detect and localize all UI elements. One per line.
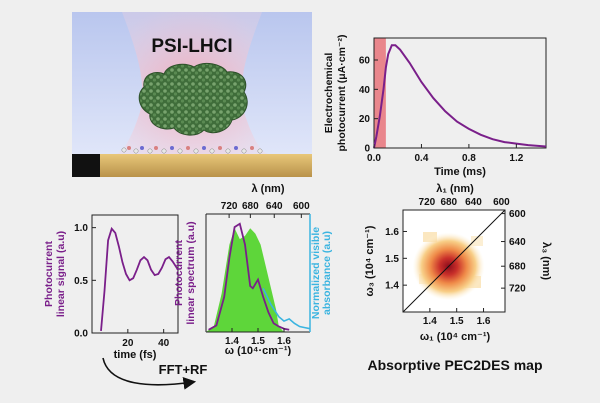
x-axis-label: time (fs) [114, 349, 157, 361]
molecule-linkers [121, 146, 263, 154]
plot-frame [402, 209, 506, 313]
y-axis-label-line1: Photocurrent [43, 241, 55, 307]
right-axis-tick-label: 680 [509, 262, 526, 273]
x-axis-tick-label: 1.2 [509, 153, 523, 164]
x-axis-label: Time (ms) [434, 166, 486, 178]
x-axis-label: ω (10⁴·cm⁻¹) [225, 345, 292, 356]
protein-illustration: PSI-LHCI [72, 12, 312, 177]
top-axis-tick-label: 640 [266, 201, 283, 212]
y-axis-label-line2: linear spectrum (a.u) [185, 221, 197, 324]
x-axis-tick-label: 1.6 [277, 336, 291, 347]
y-axis-tick-label: 60 [359, 56, 371, 67]
x-axis-tick-label: 0.8 [462, 153, 476, 164]
plot-frame [91, 214, 179, 334]
protein-structure [138, 62, 248, 136]
y-axis-tick-label: 0 [364, 144, 370, 155]
heatmap-cell [423, 232, 437, 242]
x-axis-tick-label: 1.6 [477, 316, 491, 327]
photocurrent-spectrum-line [208, 222, 290, 331]
y-axis-label-line1: Photocurrent [173, 240, 185, 306]
transform-arrow-icon [102, 357, 197, 390]
protein-title: PSI-LHCI [151, 36, 232, 57]
top-axis-label: λ (nm) [252, 183, 285, 195]
top-axis-tick-label: 720 [419, 197, 436, 208]
absorbance-filled-area [206, 228, 284, 332]
spectrum-chart: λ (nm) 720 680 640 600 1.4 1.5 1.6 ω (10⁴·cm⁻… [172, 178, 333, 357]
y-axis-tick-label: 40 [359, 85, 371, 96]
top-axis-tick-label: 640 [465, 197, 482, 208]
right-axis-tick-label: 640 [509, 237, 526, 248]
plot-frame [373, 37, 547, 149]
y-axis-label: ω₃ (10⁴ cm⁻¹) [364, 225, 376, 296]
transform-label: FFT+RF [159, 362, 208, 377]
right-axis-label: λ₃ (nm) [540, 242, 552, 280]
photocurrent-time-chart: 0.0 0.4 0.8 1.2 0 20 40 60 Time (ms) Electroch… [318, 22, 558, 184]
heatmap-cell [471, 236, 483, 246]
linear-signal-series-line [100, 226, 179, 331]
x-axis-tick-label: 20 [122, 338, 134, 349]
x-axis-tick-label: 0.0 [367, 153, 381, 164]
top-axis-tick-label: 680 [440, 197, 457, 208]
transform-arrow-panel: FFT+RF [95, 352, 245, 398]
y-axis-tick-label: 0.0 [74, 329, 88, 340]
laser-pulse-region [374, 38, 386, 148]
x-axis-label: ω₁ (10⁴ cm⁻¹) [420, 331, 491, 343]
x-axis-tick-label: 1.4 [423, 316, 437, 327]
right-axis-label-line1: Normalized visible [310, 227, 322, 319]
right-axis-tick-label: 600 [509, 209, 526, 220]
y-axis-label-line1: Electrochemical [323, 53, 335, 134]
photocurrent-series-line [373, 44, 547, 149]
map-caption: Absorptive PEC2DES map [367, 357, 542, 373]
right-axis-label-line2: absorbance (a.u) [321, 231, 332, 315]
y-axis-tick-label: 1.6 [385, 227, 399, 238]
diagonal-line [402, 209, 506, 313]
gold-electrode [72, 154, 312, 177]
pec2des-map-chart: λ₁ (nm) 720 680 640 600 1.6 1.5 1.4 1.4 1.5 1.6… [355, 180, 595, 380]
y-axis-label-line2: linear signal (a.u) [55, 231, 67, 317]
x-axis-tick-label: 1.5 [251, 336, 265, 347]
top-axis-tick-label: 600 [293, 201, 310, 212]
y-axis-tick-label: 1.0 [74, 223, 88, 234]
right-axis-tick-label: 720 [509, 284, 526, 295]
top-axis-tick-label: 600 [493, 197, 510, 208]
absorbance-series-line [262, 287, 311, 330]
x-axis-tick-label: 0.4 [414, 153, 428, 164]
x-axis-tick-label: 40 [158, 338, 170, 349]
protein-illustration-panel: PSI-LHCI [72, 12, 312, 177]
x-axis-tick-label: 1.4 [225, 336, 239, 347]
y-axis-tick-label: 0.5 [74, 276, 88, 287]
y-axis-tick-label: 1.4 [385, 281, 399, 292]
y-axis-label-line2: photocurrent (μA·cm⁻²) [336, 35, 348, 152]
y-axis-tick-label: 20 [359, 114, 371, 125]
top-axis-label: λ₁ (nm) [436, 183, 474, 195]
x-axis-tick-label: 1.5 [450, 316, 464, 327]
linear-signal-chart: 20 40 0.0 0.5 1.0 time (fs) Photocurrent li… [40, 205, 180, 375]
top-axis-tick-label: 680 [242, 201, 259, 212]
electrode-contact [72, 154, 100, 177]
y-axis-tick-label: 1.5 [385, 254, 399, 265]
top-axis-tick-label: 720 [221, 201, 238, 212]
